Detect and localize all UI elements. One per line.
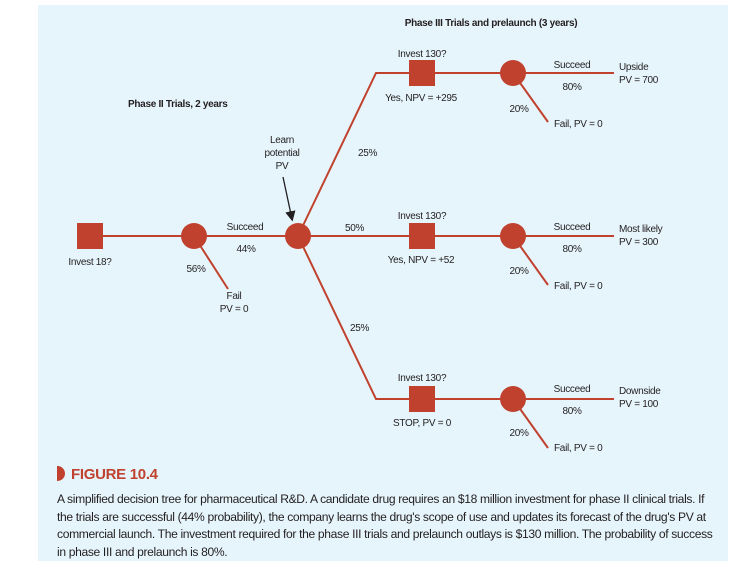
chance-node-upside [500, 60, 526, 86]
fail-label: Fail, PV = 0 [554, 443, 603, 454]
phase2-heading: Phase II Trials, 2 years [128, 99, 228, 110]
outcome-label: Yes, NPV = +52 [388, 255, 455, 266]
fail-prob: 20% [509, 266, 529, 277]
succeed-label: Succeed [554, 60, 591, 71]
figure-label: FIGURE 10.4 [57, 466, 158, 483]
fail-label: Fail, PV = 0 [554, 119, 603, 130]
outcome-label: Yes, NPV = +295 [385, 93, 458, 104]
figure-marker-icon [57, 466, 65, 481]
succeed-label: Succeed [554, 222, 591, 233]
learn-label-2: potential [264, 148, 299, 159]
succeed-label: Succeed [554, 384, 591, 395]
branch-downside [297, 235, 614, 400]
result-pv: PV = 300 [619, 237, 659, 248]
mostlikely-prob: 50% [345, 223, 365, 234]
chance-node-learn-pv [285, 223, 311, 249]
fail-label: Fail, PV = 0 [554, 281, 603, 292]
outcome-label: STOP, PV = 0 [393, 418, 452, 429]
decision-node-downside [409, 386, 435, 412]
scenario-mostlikely: Invest 130? Yes, NPV = +52 Succeed 80% 2… [388, 211, 663, 292]
decision-label: Invest 130? [398, 49, 447, 60]
succeed-prob: 80% [562, 244, 582, 255]
figure-caption: A simplified decision tree for pharmaceu… [57, 492, 713, 559]
downside-prob: 25% [350, 323, 370, 334]
phase3-heading: Phase III Trials and prelaunch (3 years) [405, 18, 578, 29]
succeed-prob: 80% [562, 82, 582, 93]
fail-prob: 20% [509, 104, 529, 115]
result-pv: PV = 100 [619, 399, 659, 410]
scenario-upside: Invest 130? Yes, NPV = +295 Succeed 80% … [385, 49, 659, 130]
scenario-downside: Invest 130? STOP, PV = 0 Succeed 80% 20%… [393, 373, 662, 454]
phase2-fail-prob: 56% [186, 264, 206, 275]
decision-node-upside [409, 60, 435, 86]
decision-label: Invest 130? [398, 373, 447, 384]
phase2-succeed-prob: 44% [236, 244, 256, 255]
chance-node-phase2 [181, 223, 207, 249]
learn-label-3: PV [276, 161, 289, 172]
result-pv: PV = 700 [619, 75, 659, 86]
decision-label: Invest 130? [398, 211, 447, 222]
chance-node-downside [500, 386, 526, 412]
figure-label-text: FIGURE 10.4 [71, 466, 158, 483]
phase2-fail-pv: PV = 0 [220, 304, 249, 315]
learn-pv-arrow [282, 176, 296, 222]
result-label: Most likely [619, 224, 663, 235]
figure-panel [38, 5, 728, 561]
upside-prob: 25% [358, 148, 378, 159]
result-label: Upside [619, 62, 649, 73]
phase2-fail-label: Fail [227, 291, 242, 302]
decision-node-invest-18 [77, 223, 103, 249]
result-label: Downside [619, 386, 661, 397]
fail-prob: 20% [509, 428, 529, 439]
chance-node-mostlikely [500, 223, 526, 249]
succeed-prob: 80% [562, 406, 582, 417]
branches [90, 72, 614, 449]
branch-upside [297, 72, 614, 237]
invest-18-label: Invest 18? [68, 257, 112, 268]
decision-node-mostlikely [409, 223, 435, 249]
learn-label-1: Learn [270, 135, 294, 146]
phase2-succeed-label: Succeed [227, 222, 264, 233]
